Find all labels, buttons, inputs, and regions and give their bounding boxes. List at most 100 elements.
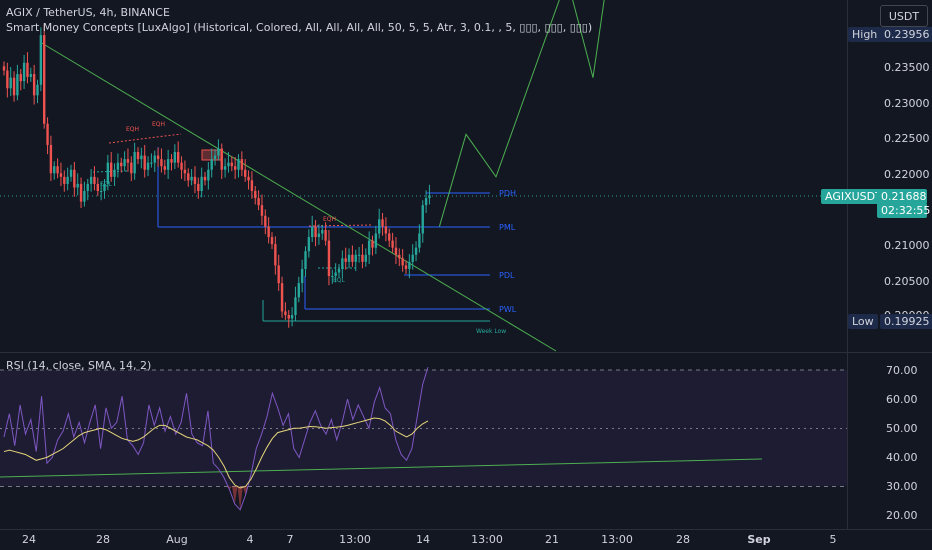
candle-body: [123, 159, 126, 167]
candle-body: [257, 198, 260, 206]
candle-body: [274, 244, 277, 266]
candle-body: [173, 152, 177, 163]
candle-body: [361, 254, 364, 262]
candle-body: [26, 62, 29, 77]
smc-levels: [92, 133, 490, 322]
candle-body: [79, 183, 83, 202]
candle-body: [150, 162, 153, 164]
candle-body: [86, 183, 89, 191]
rsi-guide-lines: [0, 369, 847, 487]
candle-body: [106, 162, 110, 184]
candle-body: [213, 155, 217, 160]
candle-body: [411, 254, 414, 262]
candle-body: [307, 237, 311, 252]
high-value-badge: 0.23956: [880, 27, 932, 42]
candle-body: [304, 251, 307, 269]
candle-body: [374, 233, 378, 248]
candle-body: [43, 35, 46, 124]
time-axis[interactable]: 24 28 Aug 4 7 13:00 14 13:00 21 13:00 28…: [22, 533, 837, 546]
rsi-tick: 70.00: [886, 364, 918, 377]
pdh-label: PDH: [499, 189, 516, 198]
pdl-label: PDL: [499, 271, 515, 280]
candle-body: [59, 173, 63, 177]
symbol-legend[interactable]: AGIX / TetherUS, 4h, BINANCE: [6, 6, 170, 19]
candle-body: [183, 169, 187, 174]
candle-body: [344, 258, 347, 262]
candle-body: [270, 237, 274, 245]
candle-body: [22, 62, 26, 82]
candle-body: [384, 226, 388, 234]
candle-body: [247, 176, 250, 181]
time-tick: 21: [545, 533, 559, 546]
time-tick: 7: [287, 533, 294, 546]
candle-body: [327, 240, 331, 277]
descending-trendline: [39, 41, 557, 352]
candle-body: [267, 226, 270, 238]
candle-body: [53, 166, 56, 174]
candle-body: [421, 205, 424, 234]
indicator-legend[interactable]: Smart Money Concepts [LuxAlgo] (Historic…: [6, 21, 593, 34]
candle-body: [46, 123, 49, 145]
candle-body: [250, 180, 254, 191]
candle-body: [190, 176, 193, 181]
candle-body: [240, 159, 244, 170]
candle-body: [290, 315, 294, 319]
candle-body: [237, 159, 240, 170]
week-low-label: Week Low: [476, 328, 506, 335]
eqh-label-1: EQH: [126, 126, 139, 133]
candle-body: [36, 84, 39, 96]
countdown-badge: 02:32:55: [877, 203, 930, 218]
candle-body: [334, 272, 337, 277]
candle-body: [193, 176, 197, 184]
eqh-link-2: [308, 224, 373, 227]
candle-body: [401, 258, 404, 266]
candle-body: [287, 315, 290, 319]
candle-body: [414, 247, 418, 255]
candle-body: [63, 176, 66, 184]
time-tick: 4: [247, 533, 254, 546]
candle-body: [364, 254, 367, 262]
candle-body: [76, 183, 79, 188]
price-tick: 0.22500: [884, 132, 930, 145]
rsi-ma-line: [3, 417, 429, 489]
candle-body: [378, 219, 381, 234]
candle-body: [394, 247, 398, 255]
candle-body: [317, 233, 321, 238]
candle-body: [210, 159, 213, 170]
candle-body: [143, 155, 146, 170]
candle-body: [19, 74, 22, 82]
candle-body: [294, 297, 297, 315]
candle-body: [187, 173, 190, 181]
price-tick: 0.22000: [884, 168, 930, 181]
rsi-legend[interactable]: RSI (14, close, SMA, 14, 2): [6, 359, 152, 372]
candle-body: [49, 144, 53, 174]
rsi-oversold-fill: [226, 486, 249, 510]
rsi-scale[interactable]: 70.00 60.00 50.00 40.00 30.00 20.00: [886, 364, 918, 522]
candle-body: [321, 229, 324, 234]
symbol-price-badge: AGIXUSDT: [821, 189, 886, 204]
candle-body: [120, 162, 123, 167]
candle-body: [163, 166, 166, 170]
candle-body: [367, 240, 371, 255]
time-tick: 5: [830, 533, 837, 546]
candle-body: [351, 254, 354, 262]
low-label: Low: [852, 315, 874, 328]
candle-body: [103, 183, 106, 191]
candle-body: [73, 169, 76, 188]
candle-body: [160, 159, 163, 167]
candle-body: [244, 169, 247, 177]
candle-body: [371, 240, 374, 248]
candle-body: [200, 176, 203, 191]
candle-body: [83, 191, 86, 202]
pwl-label: PWL: [499, 305, 517, 314]
candle-body: [56, 166, 59, 174]
candle-body: [398, 254, 401, 259]
candle-body: [233, 166, 237, 170]
candle-body: [230, 162, 233, 167]
candle-body: [223, 166, 227, 170]
currency-button[interactable]: USDT: [880, 5, 928, 27]
candle-body: [146, 162, 150, 170]
candle-body: [12, 77, 16, 96]
